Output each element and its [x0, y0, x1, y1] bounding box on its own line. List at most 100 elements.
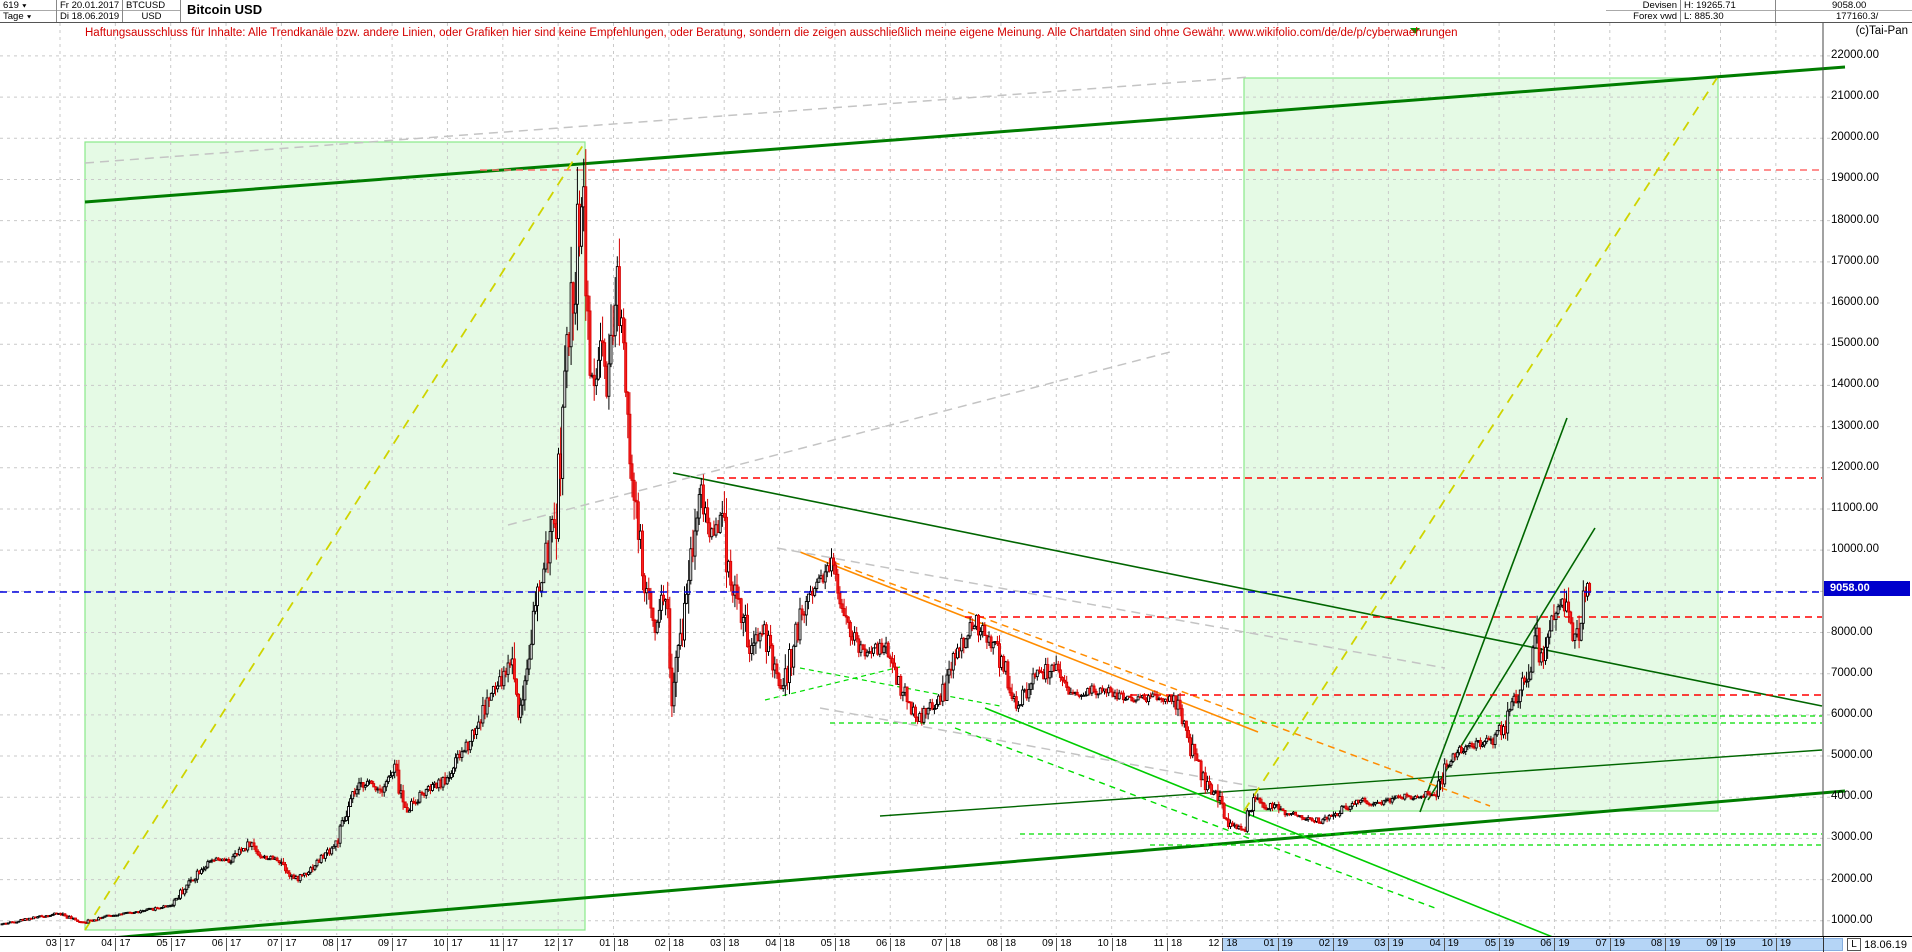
candle-body — [452, 767, 455, 774]
candle-body — [1340, 805, 1344, 814]
candle-body — [905, 686, 909, 703]
candle-body — [1142, 695, 1146, 700]
candle-body — [674, 656, 678, 683]
candle-body — [519, 704, 523, 718]
candle-body — [216, 857, 220, 861]
candle-body — [596, 359, 600, 380]
disclaimer-text: Haftungsausschluss für Inhalte: Alle Tre… — [85, 27, 1458, 39]
candle-body — [1424, 791, 1428, 798]
candle-body — [636, 501, 640, 540]
currency-label: USD — [141, 11, 162, 22]
y-axis-label: 15000.00 — [1831, 337, 1879, 350]
symbol-label: BTCUSD — [123, 0, 180, 11]
candle-body — [1579, 622, 1583, 641]
candle-body — [1121, 692, 1125, 701]
candle-body — [1510, 701, 1514, 711]
candle-body — [641, 530, 644, 577]
candle-body — [288, 872, 292, 877]
candle-body — [1447, 764, 1451, 767]
candle-body — [836, 573, 840, 594]
candle-body — [477, 721, 481, 729]
candle-body — [227, 859, 231, 863]
axis-corner-divider — [1823, 937, 1824, 952]
candle-body — [237, 848, 241, 856]
candle-body — [1359, 799, 1363, 803]
candle-body — [603, 342, 607, 367]
candle-body — [1273, 804, 1277, 809]
bars-count-dropdown[interactable]: 619 ▼ — [0, 0, 56, 11]
candle-body — [557, 453, 560, 540]
timeline-range-highlight[interactable] — [1222, 938, 1843, 951]
candle-body — [357, 782, 361, 791]
candle-body — [666, 599, 670, 610]
candle-body — [212, 859, 216, 862]
candle-body — [563, 370, 567, 408]
candle-body — [397, 769, 401, 794]
candle-body — [523, 680, 527, 701]
candle-body — [258, 854, 262, 858]
candle-body — [1556, 606, 1560, 614]
candle-body — [1092, 685, 1096, 692]
candle-body — [1344, 805, 1348, 810]
candle-body — [1428, 792, 1432, 796]
candle-body — [475, 727, 479, 735]
candle-body — [1523, 677, 1526, 683]
candle-body — [1508, 709, 1512, 712]
gray-rising-trend — [507, 351, 1171, 526]
candle-body — [844, 615, 848, 618]
candle-body — [1493, 734, 1497, 745]
candle-body — [313, 865, 317, 870]
candle-body — [363, 785, 367, 788]
candle-body — [750, 645, 754, 654]
candle-body — [1327, 814, 1331, 820]
candle-body — [410, 800, 413, 812]
candle-body — [609, 334, 613, 365]
candle-body — [1544, 646, 1547, 662]
candle-body — [672, 681, 676, 707]
candle-body — [370, 780, 374, 785]
candle-body — [1016, 705, 1020, 709]
candle-body — [1531, 647, 1535, 673]
candle-body — [1075, 691, 1079, 696]
candle-body — [1155, 694, 1159, 700]
candle-body — [798, 608, 802, 641]
candle-body — [391, 771, 395, 777]
candle-body — [977, 614, 980, 636]
candle-body — [1258, 797, 1262, 803]
candle-body — [206, 861, 210, 868]
candle-body — [1363, 797, 1367, 802]
candle-body — [575, 203, 579, 305]
candle-body — [1184, 720, 1188, 731]
candle-body — [580, 206, 584, 247]
chevron-down-icon: ▼ — [20, 3, 28, 10]
candle-body — [725, 516, 728, 573]
candle-body — [1310, 818, 1314, 822]
candle-body — [1048, 671, 1052, 679]
candle-body — [632, 479, 636, 501]
candle-body — [1390, 798, 1394, 803]
candle-body — [1520, 677, 1524, 691]
candle-body — [651, 607, 655, 621]
period-dropdown[interactable]: Tage ▼ — [3, 11, 33, 22]
last-price-badge: 9058.00 — [1824, 580, 1910, 596]
candle-body — [418, 791, 422, 803]
candle-body — [630, 463, 634, 481]
candle-body — [525, 668, 529, 682]
candle-body — [626, 391, 630, 415]
candle-body — [1443, 763, 1447, 785]
candle-body — [1199, 760, 1203, 781]
candle-body — [361, 782, 365, 788]
candle-body — [1567, 601, 1571, 613]
candle-body — [800, 608, 804, 615]
candle-body — [1533, 635, 1537, 649]
candle-body — [848, 621, 852, 638]
candle-body — [1035, 669, 1039, 678]
candle-body — [176, 897, 180, 900]
candle-body — [1109, 687, 1113, 693]
candle-body — [405, 807, 409, 813]
category-label: Devisen — [1606, 0, 1680, 11]
candle-body — [252, 842, 256, 847]
candle-body — [515, 678, 518, 695]
candle-body — [741, 617, 745, 623]
